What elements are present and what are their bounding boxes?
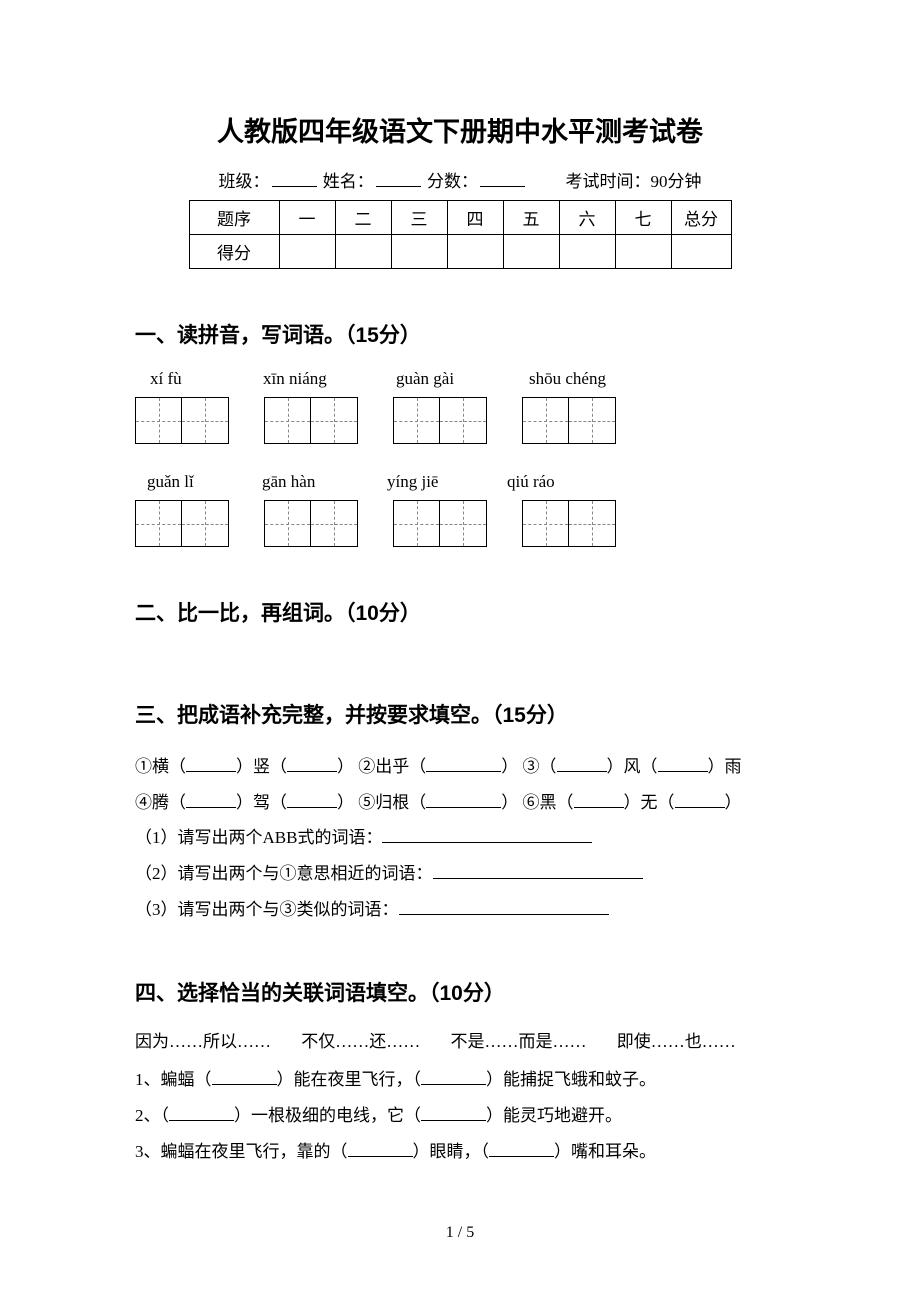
class-label: 班级：: [219, 172, 270, 191]
col-6: 六: [559, 201, 615, 235]
section-4-heading: 四、选择恰当的关联词语填空。（10分）: [135, 977, 785, 1007]
fill-blank[interactable]: [169, 1120, 234, 1121]
score-cell[interactable]: [391, 235, 447, 269]
char-box-pair[interactable]: [393, 397, 487, 444]
class-blank[interactable]: [272, 186, 317, 187]
fill-blank[interactable]: [186, 807, 236, 808]
exam-title: 人教版四年级语文下册期中水平测考试卷: [135, 110, 785, 149]
score-cell[interactable]: [279, 235, 335, 269]
section-3: 三、把成语补充完整，并按要求填空。（15分） ①横（）竖（） ②出乎（） ③（）…: [135, 699, 785, 927]
idiom-line-2: ④腾（）驾（） ⑤归根（） ⑥黑（）无（）: [135, 785, 785, 821]
fill-blank[interactable]: [186, 771, 236, 772]
table-row: 题序 一 二 三 四 五 六 七 总分: [189, 201, 731, 235]
sub-question-3: （3）请写出两个与③类似的词语：: [135, 892, 785, 928]
fill-blank[interactable]: [421, 1120, 486, 1121]
pinyin-item: guǎn lǐ: [147, 472, 227, 492]
section-4: 四、选择恰当的关联词语填空。（10分） 因为……所以…… 不仅……还…… 不是……: [135, 977, 785, 1169]
char-box-pair[interactable]: [522, 397, 616, 444]
score-table: 题序 一 二 三 四 五 六 七 总分 得分: [189, 200, 732, 269]
sub-question-2: （2）请写出两个与①意思相近的词语：: [135, 856, 785, 892]
col-3: 三: [391, 201, 447, 235]
pinyin-item: qiú ráo: [507, 472, 555, 492]
fill-blank[interactable]: [426, 771, 501, 772]
score-cell[interactable]: [671, 235, 731, 269]
option-3: 不是……而是……: [451, 1032, 587, 1051]
score-blank[interactable]: [480, 186, 525, 187]
col-7: 七: [615, 201, 671, 235]
pinyin-item: gān hàn: [262, 472, 352, 492]
score-cell[interactable]: [615, 235, 671, 269]
fill-blank[interactable]: [675, 807, 725, 808]
score-cell[interactable]: [559, 235, 615, 269]
option-2: 不仅……还……: [301, 1032, 420, 1051]
section-3-heading: 三、把成语补充完整，并按要求填空。（15分）: [135, 699, 785, 729]
col-5: 五: [503, 201, 559, 235]
idiom-line-1: ①横（）竖（） ②出乎（） ③（）风（）雨: [135, 749, 785, 785]
option-1: 因为……所以……: [135, 1032, 271, 1051]
option-4: 即使……也……: [617, 1032, 736, 1051]
fill-blank[interactable]: [421, 1084, 486, 1085]
char-box-pair[interactable]: [135, 500, 229, 547]
pinyin-item: xīn niáng: [263, 369, 358, 389]
section-1: 一、读拼音，写词语。（15分） xí fù xīn niáng guàn gài…: [135, 319, 785, 547]
fill-blank[interactable]: [287, 771, 337, 772]
pinyin-item: guàn gài: [396, 369, 491, 389]
fill-blank[interactable]: [287, 807, 337, 808]
fill-blank[interactable]: [557, 771, 607, 772]
score-row-label: 得分: [189, 235, 279, 269]
char-box-pair[interactable]: [264, 397, 358, 444]
char-boxes-row-2: [135, 500, 785, 547]
fill-blank[interactable]: [426, 807, 501, 808]
fill-blank[interactable]: [433, 878, 643, 879]
fill-blank[interactable]: [212, 1084, 277, 1085]
header-label: 题序: [189, 201, 279, 235]
time-label: 考试时间：90分钟: [566, 172, 702, 191]
name-label: 姓名：: [323, 172, 374, 191]
fill-blank[interactable]: [382, 842, 592, 843]
char-box-pair[interactable]: [522, 500, 616, 547]
pinyin-row-2: guǎn lǐ gān hàn yíng jiē qiú ráo: [135, 472, 785, 492]
pinyin-item: xí fù: [150, 369, 225, 389]
pinyin-item: shōu chéng: [529, 369, 606, 389]
info-row: 班级： 姓名： 分数： 考试时间：90分钟: [135, 167, 785, 192]
fill-blank[interactable]: [348, 1156, 413, 1157]
section-2: 二、比一比，再组词。（10分）: [135, 597, 785, 627]
char-box-pair[interactable]: [393, 500, 487, 547]
fill-blank[interactable]: [574, 807, 624, 808]
char-boxes-row-1: [135, 397, 785, 444]
col-1: 一: [279, 201, 335, 235]
fill-blank[interactable]: [399, 914, 609, 915]
pinyin-item: yíng jiē: [387, 472, 472, 492]
question-2: 2、（）一根极细的电线，它（）能灵巧地避开。: [135, 1098, 785, 1134]
score-cell[interactable]: [335, 235, 391, 269]
fill-blank[interactable]: [489, 1156, 554, 1157]
char-box-pair[interactable]: [135, 397, 229, 444]
score-label: 分数：: [427, 172, 478, 191]
page-number: 1 / 5: [0, 1224, 920, 1242]
name-blank[interactable]: [376, 186, 421, 187]
score-cell[interactable]: [447, 235, 503, 269]
conjunction-options: 因为……所以…… 不仅……还…… 不是……而是…… 即使……也……: [135, 1027, 785, 1052]
question-3: 3、蝙蝠在夜里飞行，靠的（）眼睛，（）嘴和耳朵。: [135, 1134, 785, 1170]
fill-blank[interactable]: [658, 771, 708, 772]
section-2-heading: 二、比一比，再组词。（10分）: [135, 597, 785, 627]
pinyin-row-1: xí fù xīn niáng guàn gài shōu chéng: [135, 369, 785, 389]
score-cell[interactable]: [503, 235, 559, 269]
table-row: 得分: [189, 235, 731, 269]
col-4: 四: [447, 201, 503, 235]
char-box-pair[interactable]: [264, 500, 358, 547]
sub-question-1: （1）请写出两个ABB式的词语：: [135, 820, 785, 856]
section-1-heading: 一、读拼音，写词语。（15分）: [135, 319, 785, 349]
col-total: 总分: [671, 201, 731, 235]
col-2: 二: [335, 201, 391, 235]
question-1: 1、蝙蝠（）能在夜里飞行，（）能捕捉飞蛾和蚊子。: [135, 1062, 785, 1098]
